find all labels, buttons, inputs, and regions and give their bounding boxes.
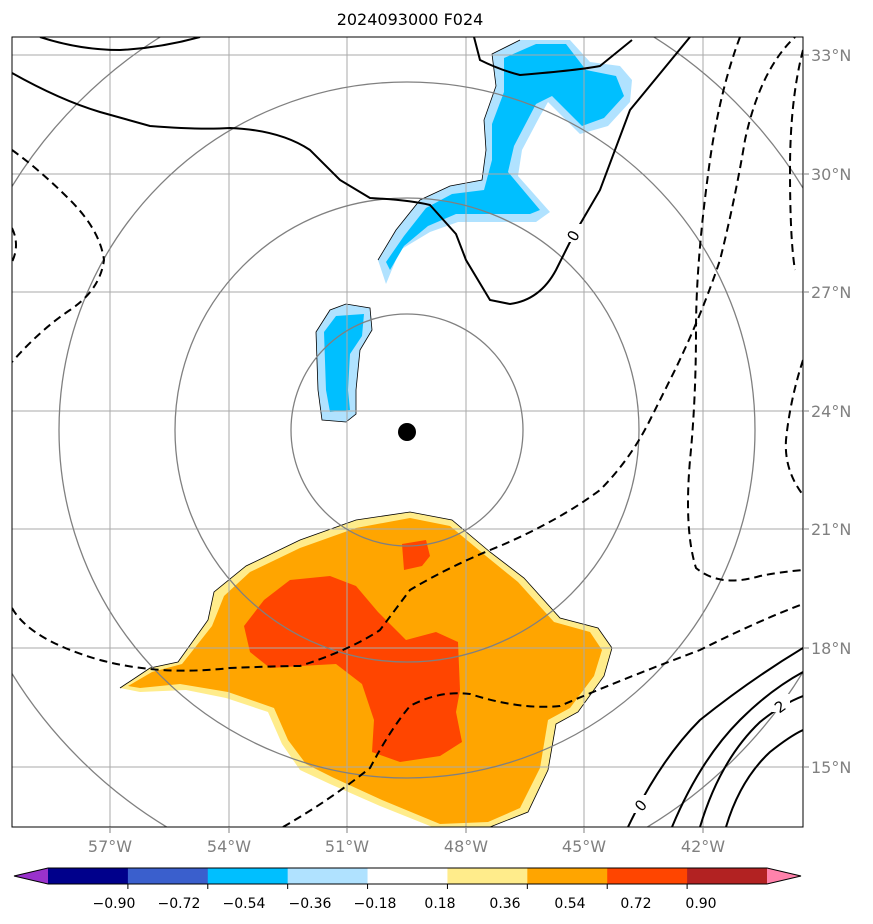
cb-label-pos054: 0.54 [554,896,585,912]
lat-label-33n: 33°N [811,46,851,65]
cb-label-neg054: −0.54 [223,896,266,912]
colorbar-cell [48,868,129,884]
colorbar-cell [287,868,369,884]
cb-label-neg090: −0.90 [93,896,136,912]
lon-label-42w: 42°W [681,837,725,856]
lat-label-15n: 15°N [811,758,851,777]
negative-anomaly-region [315,39,632,423]
colorbar-cell [127,868,209,884]
colorbar-cell [687,868,768,884]
map-plot-area: 0 0 2 [12,37,803,827]
solid-contours [12,37,803,827]
lat-label-21n: 21°N [811,520,851,539]
storm-center-dot [398,423,416,441]
colorbar-outline [13,867,802,885]
colorbar: −0.90 −0.72 −0.54 −0.36 −0.18 0.18 0.36 … [13,867,802,912]
colorbar-cell [367,868,448,884]
map-title: 2024093000 F024 [336,10,484,29]
lon-label-48w: 48°W [444,837,488,856]
range-rings [12,37,803,827]
lon-label-51w: 51°W [325,837,369,856]
latitude-axis: 33°N 30°N 27°N 24°N 21°N 18°N 15°N [803,46,851,777]
lat-label-24n: 24°N [811,402,851,421]
lat-label-27n: 27°N [811,283,851,302]
graticule [12,37,803,827]
colorbar-cell [527,868,608,884]
lon-label-45w: 45°W [562,837,606,856]
cb-label-neg072: −0.72 [158,896,201,912]
cb-label-pos036: 0.36 [489,896,520,912]
dashed-contours [12,37,803,827]
cb-label-neg036: −0.36 [289,896,332,912]
cb-label-pos072: 0.72 [620,896,651,912]
contour-labels: 0 0 2 [563,224,790,815]
cb-label-pos090: 0.90 [685,896,716,912]
lat-label-18n: 18°N [811,639,851,658]
lon-label-57w: 57°W [88,837,132,856]
lon-label-54w: 54°W [207,837,251,856]
colorbar-cell [447,868,528,884]
colorbar-extend-high [767,868,801,884]
longitude-axis: 57°W 54°W 51°W 48°W 45°W 42°W [88,827,725,856]
lat-label-30n: 30°N [811,165,851,184]
colorbar-cell [607,868,688,884]
cb-label-neg018: −0.18 [354,896,397,912]
colorbar-extend-low [14,868,48,884]
map-frame [11,36,804,828]
colorbar-cell [207,868,289,884]
positive-anomaly-region [119,511,613,827]
cb-label-pos018: 0.18 [424,896,455,912]
